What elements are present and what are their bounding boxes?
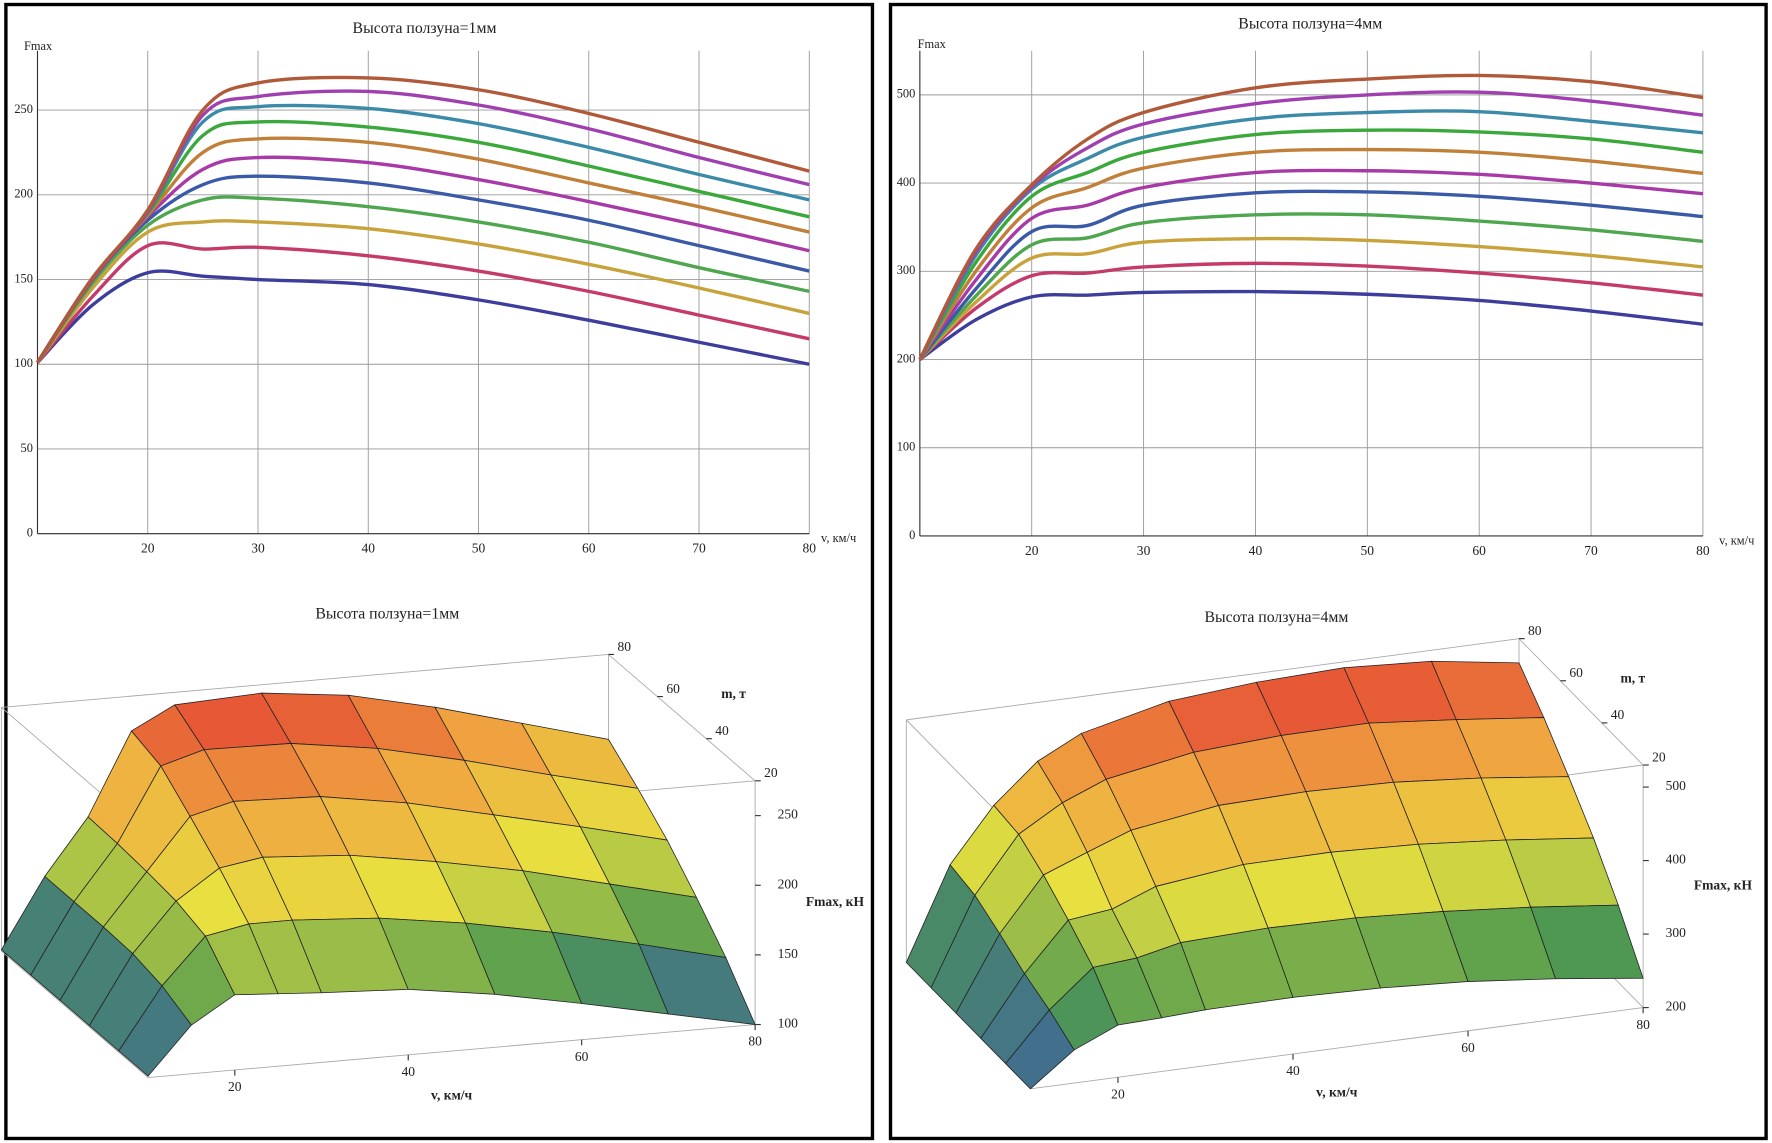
x-tick-label: 70 [1584, 543, 1598, 558]
x-tick-label: 30 [1137, 543, 1151, 558]
y-tick-label: 40 [1611, 707, 1625, 722]
chart-title: Высота ползуна=4мм [1204, 609, 1348, 626]
line-series [918, 289, 1704, 361]
line-series [36, 269, 810, 366]
x-tick-label: 60 [1472, 543, 1486, 558]
line-series [918, 128, 1704, 361]
line-series [36, 219, 810, 364]
x-tick-label: 20 [1025, 543, 1039, 558]
y-tick-label: 0 [909, 528, 915, 542]
surface-cell [1530, 904, 1644, 980]
y-tick-label: 40 [715, 723, 729, 738]
z-tick-label: 200 [1666, 999, 1687, 1014]
x-tick-label: 80 [803, 541, 817, 556]
chart-title: Высота ползуна=4мм [1238, 15, 1382, 32]
line-series [918, 236, 1704, 361]
line-series [36, 155, 810, 364]
x-tick-label: 40 [1249, 543, 1263, 558]
y-axis-label: m, т [1621, 670, 1646, 685]
y-tick-label: 20 [764, 765, 778, 780]
line-series [918, 189, 1704, 361]
x-tick-label: 80 [1636, 1017, 1650, 1032]
z-axis-label: Fmax, кН [1694, 877, 1753, 892]
line-series [918, 147, 1704, 361]
box-edge [906, 638, 1520, 721]
chart-title: Высота ползуна=1мм [353, 20, 497, 37]
y-tick-label: 60 [666, 681, 680, 696]
x-axis-label: v, км/ч [431, 1087, 473, 1102]
y-tick-label: 80 [1528, 623, 1542, 638]
x-tick-label: 40 [361, 541, 375, 556]
x-tick-label: 60 [582, 541, 596, 556]
z-tick-label: 100 [778, 1016, 799, 1031]
z-tick-label: 500 [1666, 778, 1687, 793]
line-series [36, 241, 810, 364]
y-tick-label: 500 [897, 87, 916, 101]
box-edge [608, 654, 756, 782]
x-tick-label: 70 [692, 541, 706, 556]
x-tick-label: 30 [251, 541, 265, 556]
box-edge [1030, 1007, 1644, 1090]
y-tick-label: 250 [14, 102, 33, 116]
line-series [918, 109, 1704, 361]
y-tick-label: 150 [14, 271, 33, 285]
line-series [36, 89, 810, 364]
x-tick-label: 50 [472, 541, 486, 556]
y-tick-label: 200 [897, 351, 916, 365]
surface-cell [638, 943, 756, 1026]
y-tick-label: 100 [897, 440, 916, 454]
x-tick-label: 60 [575, 1049, 589, 1064]
y-tick-label: 300 [897, 263, 916, 277]
y-tick-label: 0 [27, 526, 33, 540]
y-tick-label: 80 [617, 639, 631, 654]
line-series [36, 195, 810, 364]
x-tick-label: 20 [141, 541, 155, 556]
line-series [918, 212, 1704, 361]
x-axis-label: v, км/ч [1719, 533, 1754, 547]
line-series [918, 168, 1704, 361]
z-tick-label: 400 [1666, 852, 1687, 867]
z-tick-label: 300 [1666, 925, 1687, 940]
y-tick-label: 400 [897, 175, 916, 189]
y-axis-label: Fmax [24, 39, 53, 53]
x-axis-label: v, км/ч [821, 531, 856, 545]
panel-frame [888, 2, 1768, 1141]
x-axis-label: v, км/ч [1316, 1084, 1358, 1099]
y-axis-label: m, т [721, 686, 746, 701]
y-tick-label: 200 [14, 187, 33, 201]
line-series [918, 261, 1704, 361]
z-tick-label: 250 [778, 807, 799, 822]
box-edge [1518, 638, 1644, 766]
x-tick-label: 40 [401, 1064, 415, 1079]
line-series [918, 73, 1704, 361]
box-edge [1, 950, 149, 1078]
y-tick-label: 60 [1569, 665, 1583, 680]
line-series [36, 75, 810, 364]
panel-frame [4, 2, 875, 1141]
x-tick-label: 20 [1111, 1086, 1125, 1101]
chart-title: Высота ползуна=1мм [315, 606, 459, 623]
x-tick-label: 50 [1361, 543, 1375, 558]
x-tick-label: 40 [1286, 1063, 1300, 1078]
y-tick-label: 20 [1652, 749, 1666, 764]
x-tick-label: 80 [748, 1034, 762, 1049]
y-axis-label: Fmax [918, 37, 947, 51]
box-edge [148, 1024, 756, 1079]
box-edge [1, 653, 609, 708]
z-tick-label: 200 [778, 876, 799, 891]
z-axis-label: Fmax, кН [806, 894, 865, 909]
y-tick-label: 100 [14, 356, 33, 370]
x-tick-label: 80 [1696, 543, 1710, 558]
x-tick-label: 20 [228, 1079, 242, 1094]
z-tick-label: 150 [778, 946, 799, 961]
y-tick-label: 50 [21, 441, 33, 455]
x-tick-label: 60 [1461, 1040, 1475, 1055]
